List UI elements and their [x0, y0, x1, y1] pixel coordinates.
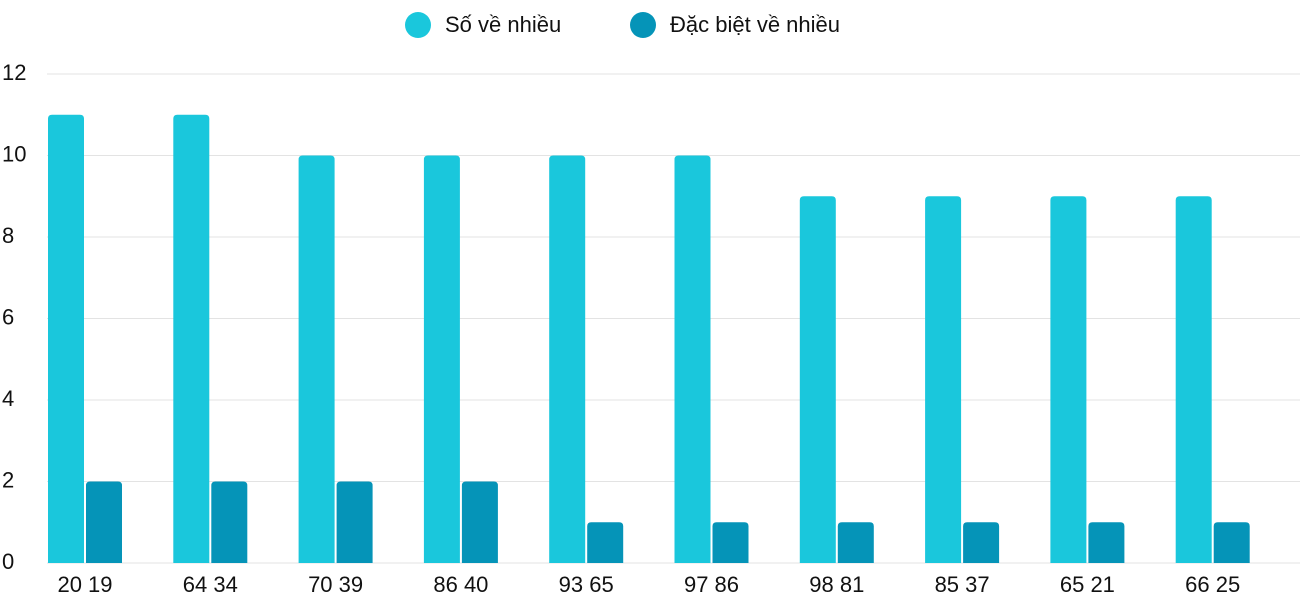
legend-label: Đặc biệt về nhiều — [670, 12, 840, 37]
bar — [298, 155, 335, 563]
x-tick-label: 98 81 — [809, 572, 864, 597]
bar — [211, 481, 248, 563]
bar — [86, 481, 122, 563]
bar — [1175, 196, 1212, 563]
legend-marker — [405, 12, 431, 38]
x-tick-label: 65 21 — [1060, 572, 1115, 597]
x-tick-label: 64 34 — [183, 572, 238, 597]
y-tick-label: 0 — [2, 549, 14, 574]
bar — [549, 155, 586, 563]
bar — [925, 196, 962, 563]
y-tick-label: 12 — [2, 60, 26, 85]
bar — [587, 522, 624, 563]
y-tick-label: 10 — [2, 141, 26, 166]
x-tick-label: 70 39 — [308, 572, 363, 597]
bar — [1088, 522, 1125, 563]
bar — [336, 481, 373, 563]
bar — [1050, 196, 1087, 563]
legend-label: Số về nhiều — [445, 12, 561, 37]
y-tick-label: 4 — [2, 386, 14, 411]
y-tick-label: 6 — [2, 304, 14, 329]
bar — [837, 522, 874, 563]
x-tick-label: 97 86 — [684, 572, 739, 597]
x-tick-label: 20 19 — [57, 572, 112, 597]
bar — [48, 114, 84, 563]
bar — [423, 155, 460, 563]
bar — [173, 114, 210, 563]
bar — [799, 196, 836, 563]
y-tick-label: 2 — [2, 467, 14, 492]
x-tick-label: 85 37 — [935, 572, 990, 597]
legend-marker — [630, 12, 656, 38]
x-tick-label: 66 25 — [1185, 572, 1240, 597]
bar — [963, 522, 1000, 563]
bar — [674, 155, 711, 563]
x-tick-label: 86 40 — [433, 572, 488, 597]
y-tick-label: 8 — [2, 223, 14, 248]
x-tick-label: 93 65 — [559, 572, 614, 597]
bar — [1213, 522, 1250, 563]
bar — [712, 522, 749, 563]
bar — [461, 481, 498, 563]
